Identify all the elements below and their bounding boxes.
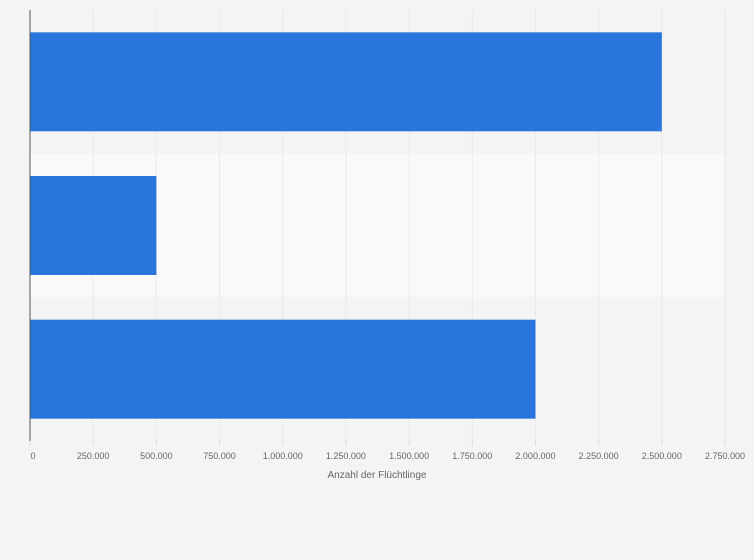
x-tick-label: 1.500.000 bbox=[389, 451, 429, 461]
x-tick-label: 2.250.000 bbox=[579, 451, 619, 461]
x-axis-title: Anzahl der Flüchtlinge bbox=[328, 470, 427, 481]
x-tick-label: 0 bbox=[30, 451, 35, 461]
x-tick-label: 1.750.000 bbox=[452, 451, 492, 461]
x-axis-ticks: 0 250.000 500.000 750.000 1.000.000 1.250.000… bbox=[29, 441, 745, 461]
bar[interactable] bbox=[30, 176, 157, 275]
x-tick-label: 2.750.000 bbox=[705, 451, 745, 461]
x-tick-label: 250.000 bbox=[77, 451, 110, 461]
bar[interactable] bbox=[30, 319, 536, 419]
bars-group bbox=[30, 32, 662, 419]
x-tick-label: 500.000 bbox=[140, 451, 173, 461]
x-tick-label: 2.500.000 bbox=[642, 451, 682, 461]
x-tick-label: 1.000.000 bbox=[263, 451, 303, 461]
x-tick-label: 750.000 bbox=[203, 451, 236, 461]
bar[interactable] bbox=[30, 32, 662, 132]
x-tick-label: 1.250.000 bbox=[326, 451, 366, 461]
x-tick-label: 2.000.000 bbox=[515, 451, 555, 461]
